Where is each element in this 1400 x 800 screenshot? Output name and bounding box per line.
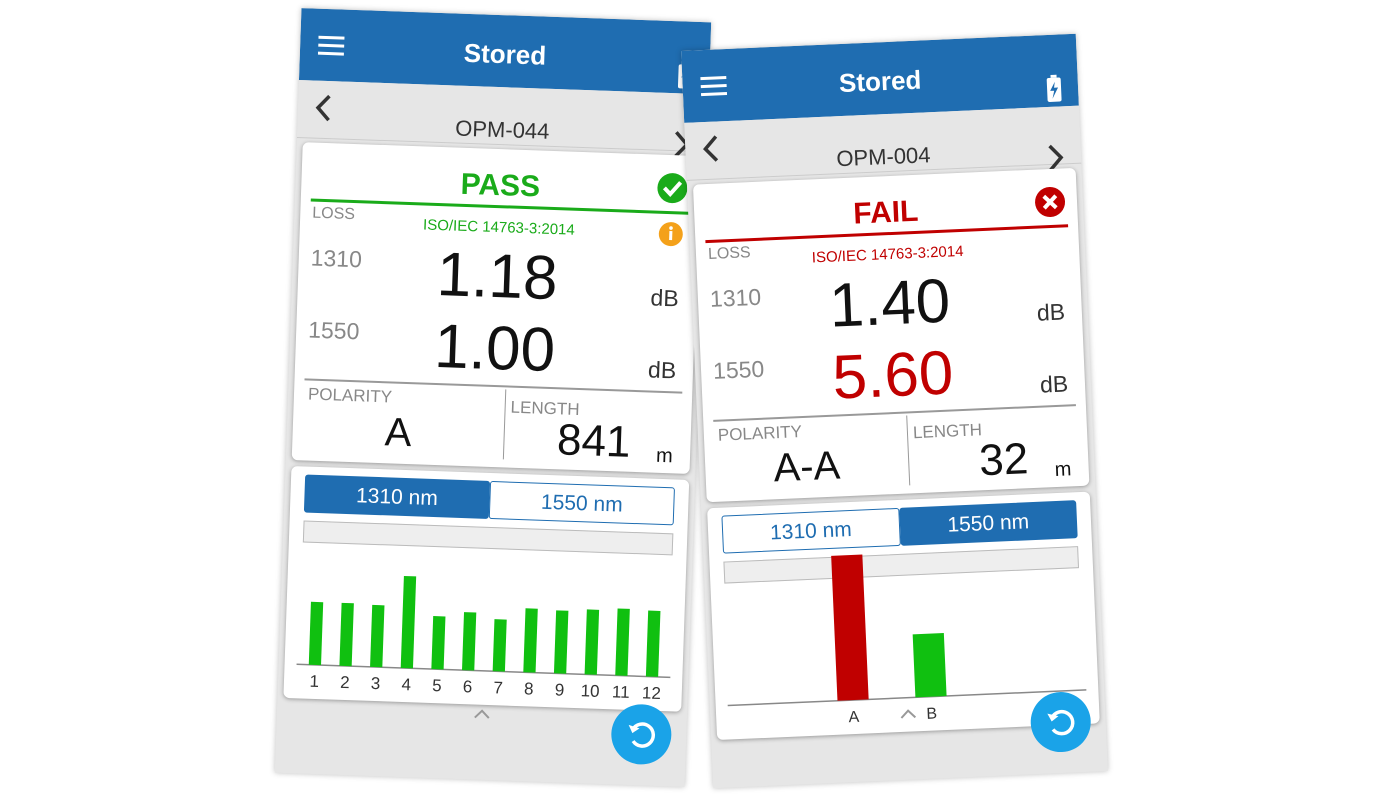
chart-card: 1310 nm 1550 nm 1 2 3 4 5 6 7 8 9 10 11 12 bbox=[283, 466, 690, 712]
results-card: FAIL LOSS ISO/IEC 14763-3:2014 1310 1.40 dB 15… bbox=[692, 167, 1090, 503]
x-tick-label: 9 bbox=[554, 680, 564, 699]
length-value: 32 bbox=[978, 434, 1030, 486]
baseline bbox=[296, 663, 671, 679]
menu-button[interactable] bbox=[317, 35, 347, 58]
alert-icon-graphic bbox=[658, 222, 683, 247]
expand-button[interactable] bbox=[897, 707, 918, 720]
bar bbox=[584, 609, 600, 675]
loss-unit: dB bbox=[650, 284, 680, 312]
phone-screen: Stored OPM-004 FAIL LOSS ISO/IEC 14763-3:201… bbox=[681, 33, 1108, 789]
bar bbox=[615, 608, 630, 676]
alert-icon bbox=[657, 221, 684, 248]
refresh-button[interactable] bbox=[1028, 690, 1093, 755]
bar bbox=[553, 610, 569, 674]
polarity-value: A-A bbox=[772, 443, 842, 491]
bar bbox=[462, 612, 477, 671]
x-tick-label: 1 bbox=[309, 672, 319, 691]
menu-button-graphic bbox=[317, 35, 345, 56]
expand-button-graphic bbox=[474, 709, 490, 719]
result-icon-graphic bbox=[657, 173, 688, 204]
polarity-label: POLARITY bbox=[717, 422, 803, 445]
expand-button-graphic bbox=[900, 709, 916, 719]
loss-unit: dB bbox=[1036, 298, 1066, 326]
x-tick-label: 4 bbox=[401, 675, 411, 694]
prev-button-graphic bbox=[703, 135, 719, 162]
length-unit: m bbox=[655, 444, 674, 468]
x-tick-label: 7 bbox=[493, 678, 503, 697]
result-status: FAIL bbox=[852, 194, 920, 231]
bar bbox=[308, 601, 324, 666]
menu-button[interactable] bbox=[700, 75, 729, 98]
bar bbox=[523, 608, 538, 673]
length-unit: m bbox=[1054, 458, 1072, 482]
bar bbox=[831, 554, 869, 701]
menu-button-graphic bbox=[700, 76, 728, 97]
loss-value: 1.18 bbox=[435, 239, 559, 314]
next-button[interactable] bbox=[1044, 142, 1065, 173]
phone-screen: Stored OPM-044 PASS LOSS ISO/IEC 14763-3:201… bbox=[274, 8, 712, 787]
length-value: 841 bbox=[556, 415, 632, 467]
x-tick-label: 10 bbox=[580, 681, 600, 701]
refresh-button[interactable] bbox=[609, 702, 673, 766]
chart-card: 1310 nm 1550 nm A B bbox=[707, 491, 1100, 741]
app-header: Stored bbox=[681, 33, 1079, 123]
x-tick-label: 3 bbox=[371, 674, 381, 693]
polarity-label: POLARITY bbox=[307, 384, 393, 407]
header-title: Stored bbox=[463, 37, 547, 71]
x-tick-label: B bbox=[926, 705, 937, 722]
next-button-graphic bbox=[1048, 144, 1064, 172]
loss-value: 1.00 bbox=[433, 311, 557, 386]
x-tick-label: 12 bbox=[642, 683, 662, 703]
bar bbox=[339, 602, 354, 667]
result-icon bbox=[1032, 184, 1067, 219]
refresh-button-graphic bbox=[1030, 692, 1091, 753]
bar bbox=[370, 604, 385, 668]
bar bbox=[645, 610, 661, 677]
x-tick-label: A bbox=[848, 709, 860, 726]
loss-unit: dB bbox=[1039, 370, 1069, 398]
battery-icon bbox=[1045, 74, 1062, 103]
bar-chart: 1 2 3 4 5 6 7 8 9 10 11 12 bbox=[296, 575, 671, 703]
record-nav: OPM-004 bbox=[684, 105, 1082, 181]
bar bbox=[431, 616, 446, 670]
x-tick-label: 8 bbox=[524, 679, 534, 698]
header-title: Stored bbox=[838, 64, 922, 99]
x-tick-label: 6 bbox=[462, 677, 472, 696]
polarity-value: A bbox=[384, 410, 413, 456]
baseline bbox=[727, 689, 1087, 707]
x-tick-label: 5 bbox=[432, 676, 442, 695]
results-card: PASS LOSS ISO/IEC 14763-3:2014 1310 1.18 dB 15… bbox=[291, 142, 701, 474]
x-tick-label: 2 bbox=[340, 673, 350, 692]
bar bbox=[400, 575, 417, 669]
prev-button[interactable] bbox=[313, 93, 334, 124]
x-tick-label: 11 bbox=[612, 682, 630, 702]
expand-button[interactable] bbox=[472, 707, 492, 720]
result-icon-graphic bbox=[1035, 187, 1066, 218]
bar bbox=[492, 619, 507, 672]
prev-button[interactable] bbox=[701, 133, 722, 164]
result-icon bbox=[655, 171, 690, 206]
refresh-button-graphic bbox=[611, 704, 672, 765]
battery-icon-graphic bbox=[1046, 74, 1062, 102]
bar bbox=[912, 633, 947, 698]
loss-unit: dB bbox=[647, 356, 677, 384]
prev-button-graphic bbox=[315, 94, 331, 122]
